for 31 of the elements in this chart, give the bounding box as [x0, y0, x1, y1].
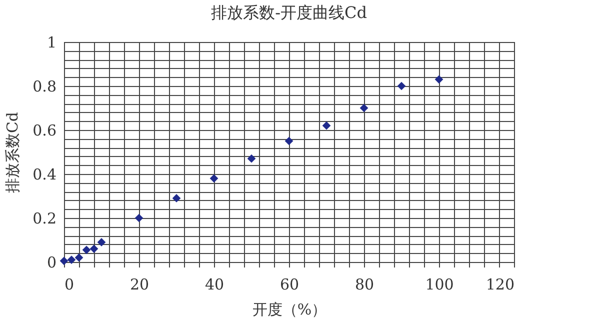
point: [284, 136, 294, 146]
point: [134, 214, 144, 222]
x-tick-label: 0: [64, 276, 74, 294]
point: [67, 256, 76, 264]
y-tick-label: 1: [46, 34, 56, 52]
x-tick-label: 120: [486, 276, 514, 294]
point: [397, 82, 406, 90]
point: [90, 244, 98, 253]
y-tick-label: 0.8: [32, 78, 56, 96]
y-tick-label: 0.6: [32, 122, 56, 140]
x-axis-title: 开度（%）: [252, 300, 327, 318]
y-axis-title: 排放系数Cd: [4, 112, 22, 194]
x-tick-label: 100: [425, 276, 454, 294]
point: [74, 253, 84, 262]
chart-title: 排放系数-开度曲线Cd: [211, 3, 367, 22]
x-tick-label: 60: [280, 276, 300, 294]
y-tick-label: 0.4: [32, 166, 56, 184]
point: [322, 121, 331, 130]
point: [210, 174, 218, 183]
point: [247, 154, 256, 163]
x-tick-label: 40: [204, 276, 224, 294]
y-tick-label: 0: [46, 254, 56, 272]
x-tick-label: 80: [354, 276, 374, 294]
x-tick-label: 20: [130, 276, 150, 294]
point: [82, 246, 91, 254]
point: [60, 256, 68, 266]
point: [434, 75, 444, 84]
point: [360, 104, 368, 112]
point: [97, 238, 106, 246]
point: [172, 194, 181, 202]
y-tick-label: 0.2: [32, 210, 56, 228]
